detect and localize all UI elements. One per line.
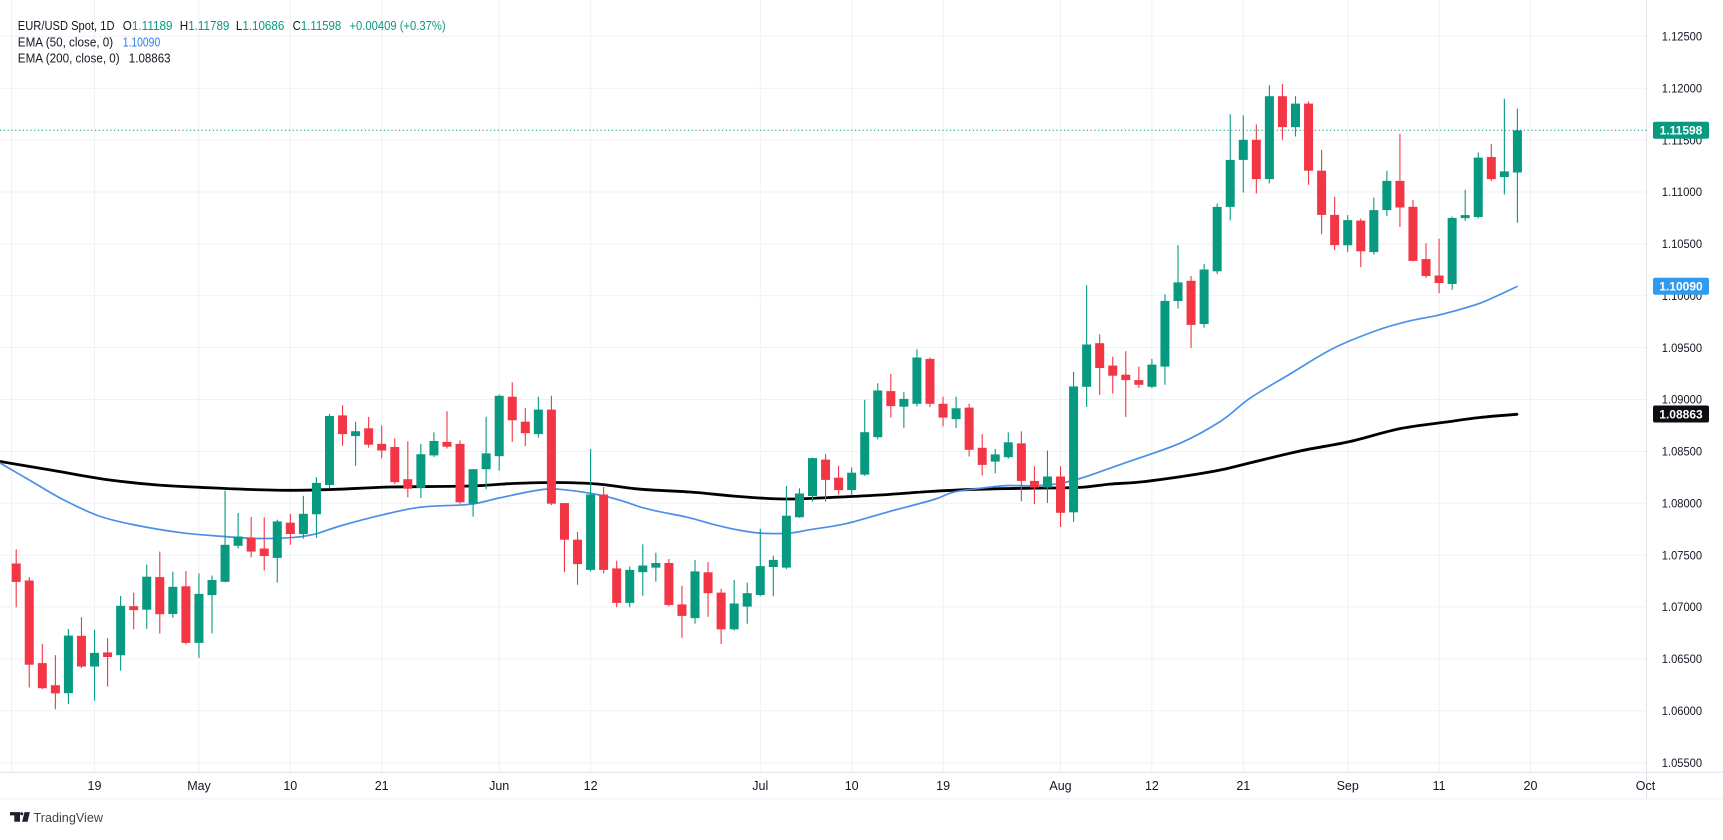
svg-text:1.07000: 1.07000 [1662, 600, 1703, 614]
svg-text:1.05500: 1.05500 [1662, 756, 1703, 770]
svg-text:O1.11189: O1.11189 [123, 18, 173, 33]
svg-text:1.08000: 1.08000 [1662, 497, 1703, 511]
svg-text:EMA (50, close, 0): EMA (50, close, 0) [18, 35, 113, 50]
svg-text:21: 21 [1236, 779, 1250, 793]
svg-text:Jul: Jul [752, 779, 768, 793]
svg-text:Aug: Aug [1049, 779, 1071, 793]
svg-text:Jun: Jun [489, 779, 509, 793]
svg-text:Oct: Oct [1636, 779, 1656, 793]
svg-text:1.10090: 1.10090 [1659, 280, 1703, 294]
svg-text:+0.00409 (+0.37%): +0.00409 (+0.37%) [350, 18, 446, 33]
svg-text:1.11598: 1.11598 [1660, 124, 1703, 138]
svg-text:1.06000: 1.06000 [1662, 704, 1703, 718]
svg-text:11: 11 [1433, 779, 1446, 793]
svg-text:21: 21 [375, 779, 389, 793]
svg-text:Sep: Sep [1337, 779, 1359, 793]
svg-text:12: 12 [584, 779, 598, 793]
svg-text:EUR/USD Spot, 1D: EUR/USD Spot, 1D [18, 18, 115, 33]
svg-text:1.07500: 1.07500 [1662, 548, 1703, 562]
svg-text:1.06500: 1.06500 [1662, 652, 1703, 666]
svg-text:1.08863: 1.08863 [129, 50, 171, 65]
svg-text:1.09000: 1.09000 [1662, 393, 1703, 407]
svg-text:1.11000: 1.11000 [1662, 185, 1703, 199]
svg-text:1.09500: 1.09500 [1662, 341, 1703, 355]
svg-text:10: 10 [283, 779, 297, 793]
svg-text:1.12000: 1.12000 [1662, 81, 1703, 95]
svg-text:19: 19 [88, 779, 102, 793]
svg-text:H1.11789: H1.11789 [180, 18, 230, 33]
svg-text:May: May [187, 779, 211, 793]
svg-text:19: 19 [936, 779, 950, 793]
svg-text:12: 12 [1145, 779, 1159, 793]
svg-text:L1.10686: L1.10686 [236, 18, 284, 33]
svg-text:1.08863: 1.08863 [1659, 407, 1703, 421]
svg-text:1.10090: 1.10090 [123, 35, 160, 50]
svg-text:EMA (200, close, 0): EMA (200, close, 0) [18, 50, 120, 65]
svg-text:C1.11598: C1.11598 [293, 18, 342, 33]
svg-text:20: 20 [1524, 779, 1538, 793]
svg-text:1.10500: 1.10500 [1662, 237, 1703, 251]
svg-text:1.08500: 1.08500 [1662, 445, 1703, 459]
svg-text:1.12500: 1.12500 [1662, 30, 1703, 44]
svg-text:TradingView: TradingView [34, 810, 104, 825]
svg-text:10: 10 [845, 779, 859, 793]
